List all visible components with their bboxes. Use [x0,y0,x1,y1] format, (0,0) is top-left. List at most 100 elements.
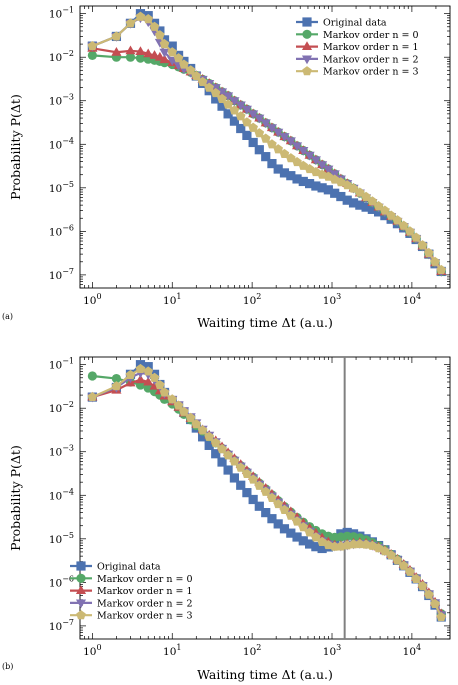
data-point [191,70,202,81]
x-tick-label: 101 [163,643,181,658]
data-point [135,53,146,63]
data-point [285,137,296,147]
data-point [260,486,271,496]
data-point [430,256,440,266]
data-point [204,82,214,92]
x-tick-label: 103 [323,292,341,307]
data-point [235,101,246,111]
data-point [173,53,184,63]
data-point [87,50,97,61]
data-point [248,474,258,484]
data-point [417,240,428,250]
legend-entry: Markov order n = 2 [97,598,192,609]
data-point [191,419,202,429]
x-tick-label: 100 [83,292,101,307]
data-point [266,124,277,134]
data-point [179,59,189,69]
data-point [179,406,189,416]
data-point [355,187,365,197]
data-point [242,468,252,478]
data-point [167,394,178,404]
y-tick-label: 10−3 [49,93,74,108]
data-point [254,145,264,155]
data-point [236,480,246,490]
data-point [155,380,165,390]
series-4 [87,363,447,622]
chart-panel-a: 100 101 102 103 104 10−1 10−2 10−3 10−4 10−5 10−6 1… [2,5,451,330]
series-4 [87,11,447,275]
legend-marker [302,66,312,76]
legend-marker [302,17,312,27]
data-point [361,191,371,201]
data-point [424,247,434,257]
data-point [197,425,208,435]
data-point [248,122,258,132]
y-tick-label: 10−1 [49,357,74,372]
legend-entry: Original data [97,562,161,573]
data-point [159,48,170,58]
data-point [135,46,146,55]
x-tick-label: 102 [243,643,261,658]
data-point [254,480,265,490]
data-point [155,30,165,40]
data-point [135,363,146,373]
data-point [242,117,252,127]
data-point [229,116,240,126]
data-point [149,372,160,382]
data-point [229,456,240,466]
legend-marker [76,610,86,620]
data-point [292,516,302,526]
y-tick-label: 10−7 [49,267,74,282]
data-point [273,144,284,154]
legend-entry: Markov order n = 3 [323,67,418,78]
legend-entry: Markov order n = 1 [323,42,418,53]
data-point [217,93,227,104]
data-point [149,21,160,31]
data-point [373,201,384,211]
data-point [204,431,214,441]
data-point [273,128,284,138]
data-point [317,161,328,170]
data-point [111,46,122,56]
y-tick-label: 10−7 [49,618,74,633]
data-point [217,444,227,454]
data-point [329,541,340,551]
data-point [125,52,136,62]
data-point [261,152,271,162]
data-point [235,111,246,121]
data-point [242,130,252,140]
plot-frame [79,5,451,289]
data-point [185,65,196,75]
legend-marker [76,573,86,583]
data-point [291,142,303,152]
y-axis-label: Probability P(Δt) [8,94,23,200]
data-point [298,522,309,532]
data-point [392,215,403,225]
data-point [417,581,428,591]
legend-marker [302,29,312,39]
data-point [143,14,154,24]
data-point [298,147,309,156]
data-point [279,133,290,142]
data-point [111,373,122,384]
data-point [149,50,160,59]
data-point [380,205,390,215]
data-point [367,196,378,206]
y-tick-label: 10−3 [49,444,74,459]
x-tick-label: 102 [243,292,261,307]
data-point [267,492,277,503]
data-point [254,114,265,124]
data-point [216,88,228,98]
data-point [111,381,122,391]
data-point [273,498,284,509]
data-point [254,128,265,138]
legend-entry: Markov order n = 0 [323,30,418,41]
data-point [398,220,409,230]
data-point [173,400,184,410]
data-point [143,366,154,376]
data-point [159,387,170,397]
legend-entry: Markov order n = 1 [97,586,192,597]
data-point [405,566,415,576]
x-axis-label: Waiting time Δt (a.u.) [197,667,333,682]
legend-entry: Markov order n = 3 [97,611,192,622]
